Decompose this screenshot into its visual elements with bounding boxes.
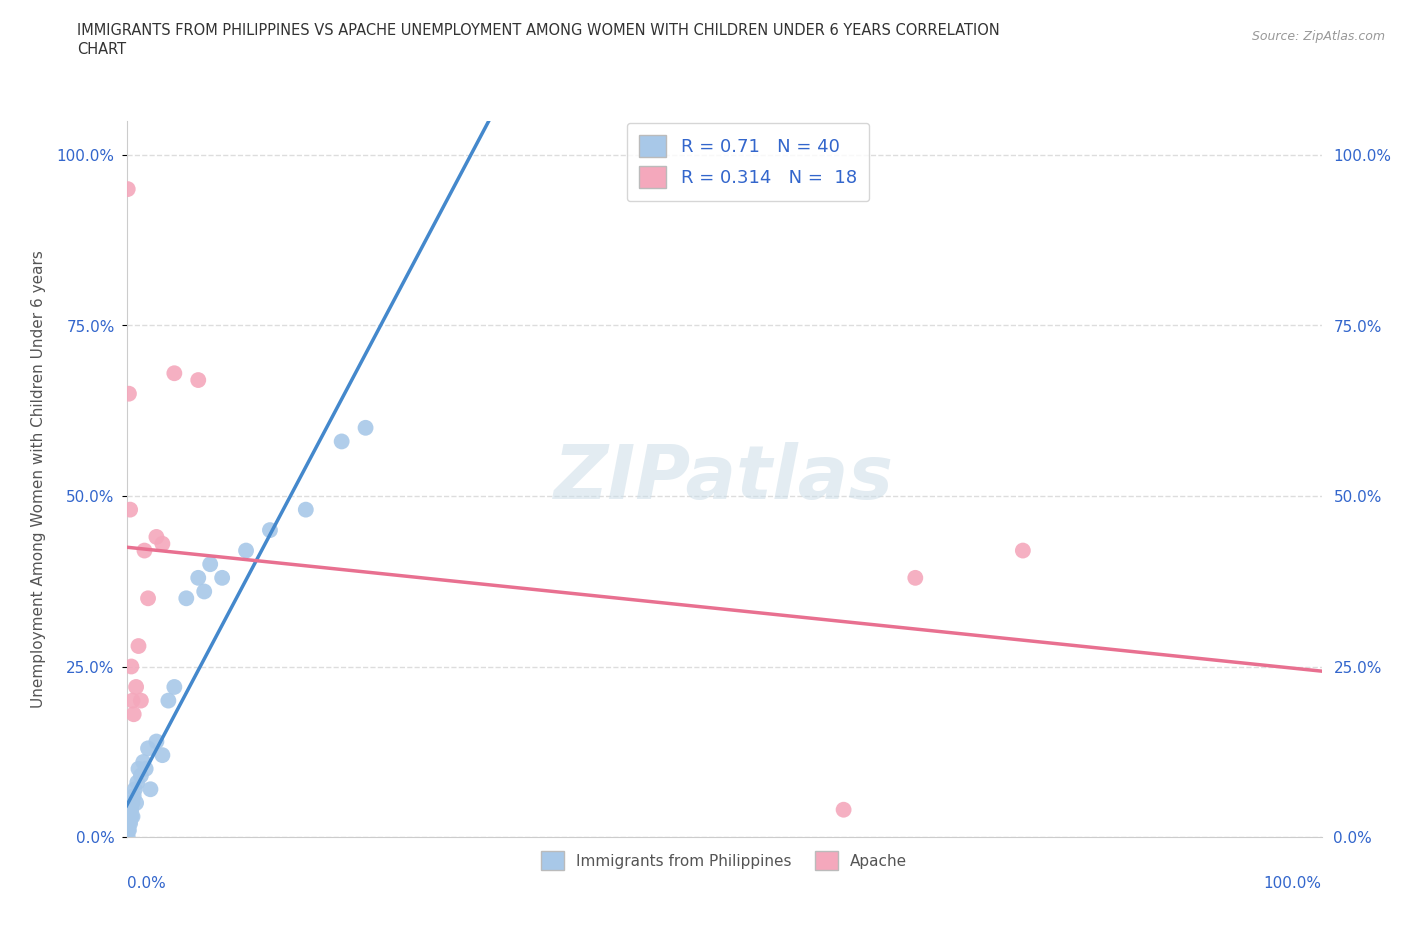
Point (118, 809, 141, 824)
Point (120, 502, 142, 517)
Point (117, 823, 139, 838)
Point (127, 762, 149, 777)
Point (120, 803, 142, 817)
Point (127, 639, 149, 654)
Point (117, 816, 139, 830)
Text: IMMIGRANTS FROM PHILIPPINES VS APACHE UNEMPLOYMENT AMONG WOMEN WITH CHILDREN UND: IMMIGRANTS FROM PHILIPPINES VS APACHE UN… (77, 23, 1000, 38)
Point (118, 809, 141, 824)
Text: 0.0%: 0.0% (127, 876, 166, 891)
Point (294, 502, 316, 517)
Point (145, 734, 167, 749)
Point (145, 529, 167, 544)
Point (235, 543, 257, 558)
Point (121, 795, 143, 810)
Point (117, 830, 139, 844)
Point (117, 181, 139, 196)
Point (200, 557, 222, 572)
Point (136, 741, 159, 756)
Point (117, 823, 139, 838)
Point (904, 570, 927, 585)
Text: ZIPatlas: ZIPatlas (554, 443, 894, 515)
Point (354, 420, 377, 435)
Point (129, 693, 152, 708)
Point (1011, 543, 1033, 558)
Point (211, 570, 233, 585)
Point (125, 680, 148, 695)
Point (163, 365, 186, 380)
Point (129, 768, 152, 783)
Point (120, 809, 142, 824)
Point (117, 816, 139, 830)
Point (127, 775, 149, 790)
Point (134, 543, 156, 558)
Point (174, 591, 197, 605)
Point (259, 523, 281, 538)
Point (121, 693, 143, 708)
Point (330, 434, 353, 449)
Point (150, 748, 174, 763)
Point (150, 537, 174, 551)
Point (163, 680, 186, 695)
Point (122, 707, 145, 722)
Text: CHART: CHART (77, 42, 127, 57)
Point (125, 795, 148, 810)
Point (122, 789, 145, 804)
Text: 100.0%: 100.0% (1264, 876, 1322, 891)
Point (120, 659, 142, 674)
Point (132, 754, 155, 769)
Point (120, 803, 142, 817)
Point (136, 591, 159, 605)
Point (120, 816, 142, 830)
Point (187, 570, 209, 585)
Point (193, 584, 215, 599)
Point (124, 782, 146, 797)
Point (118, 816, 141, 830)
Y-axis label: Unemployment Among Women with Children Under 6 years: Unemployment Among Women with Children U… (31, 250, 45, 708)
Point (118, 386, 141, 401)
Text: Source: ZipAtlas.com: Source: ZipAtlas.com (1251, 30, 1385, 43)
Point (139, 782, 162, 797)
Point (120, 795, 142, 810)
Legend: Immigrants from Philippines, Apache: Immigrants from Philippines, Apache (536, 845, 912, 876)
Point (187, 373, 209, 388)
Point (832, 803, 855, 817)
Point (121, 809, 143, 824)
Point (135, 762, 157, 777)
Point (157, 693, 180, 708)
Point (118, 823, 141, 838)
